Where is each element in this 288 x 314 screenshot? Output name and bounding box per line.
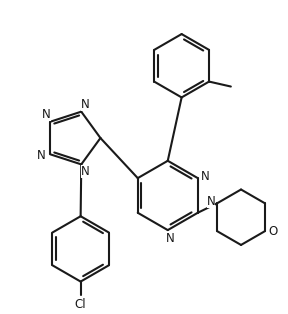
- Text: N: N: [201, 170, 210, 183]
- Text: N: N: [42, 108, 51, 121]
- Text: N: N: [81, 98, 90, 111]
- Text: Cl: Cl: [75, 298, 86, 311]
- Text: N: N: [166, 231, 175, 245]
- Text: N: N: [81, 165, 90, 178]
- Text: O: O: [268, 225, 278, 238]
- Text: N: N: [207, 195, 215, 208]
- Text: N: N: [37, 149, 46, 162]
